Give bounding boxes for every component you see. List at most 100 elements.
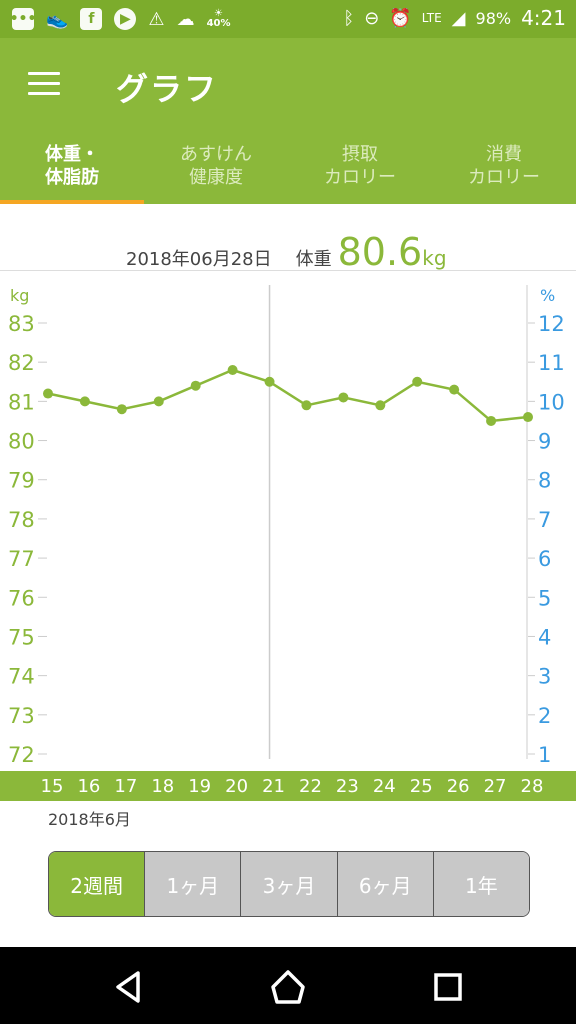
y-tick-label: 75	[8, 625, 35, 649]
weather-icon: ☁	[176, 8, 195, 30]
x-tick-label: 25	[410, 776, 433, 797]
warning-icon: ⚠	[148, 8, 165, 30]
tab-calorie-burn[interactable]: 消費 カロリー	[468, 144, 540, 188]
period-2weeks-button[interactable]: 2週間	[49, 852, 145, 916]
shoe-icon: 👟	[46, 8, 69, 30]
x-tick-label: 24	[373, 776, 396, 797]
y-tick-label: 72	[8, 743, 35, 767]
y2-tick-label: 9	[538, 430, 551, 454]
weight-data-point	[79, 396, 90, 407]
facebook-icon: f	[80, 8, 103, 30]
weight-data-point	[227, 365, 238, 376]
status-bar: ••• 👟 f ▶ ⚠ ☁ ☀ 40% ᛒ ⊖ ⏰ LTE ◢ 98% 4:21	[0, 0, 576, 38]
x-axis-labels: 15 16 17 18 19 20 21 22 23 24 25 26 27 28	[41, 776, 544, 797]
y2-tick-label: 10	[538, 390, 565, 414]
weight-data-point	[486, 415, 497, 426]
weight-data-point	[449, 384, 460, 395]
y-tick-label: 80	[8, 430, 35, 454]
weight-data-point	[153, 396, 164, 407]
x-tick-label: 23	[336, 776, 359, 797]
alarm-icon: ⏰	[389, 7, 412, 29]
x-tick-label: 22	[299, 776, 322, 797]
weight-data-point	[301, 400, 312, 411]
app-bar: グラフ	[0, 38, 576, 128]
weight-data-point	[338, 392, 349, 403]
play-icon: ▶	[114, 8, 137, 30]
x-tick-label: 26	[447, 776, 470, 797]
weight-data-point	[43, 388, 53, 399]
system-nav-bar	[0, 947, 576, 1024]
x-tick-label: 16	[77, 776, 100, 797]
weather-percent-icon: ☀ 40%	[206, 8, 231, 29]
y-tick-label: 77	[8, 547, 35, 571]
weight-data-point	[375, 400, 386, 411]
x-tick-label: 20	[225, 776, 248, 797]
summary-label: 体重	[295, 249, 332, 270]
y2-tick-label: 1	[538, 743, 551, 767]
weight-data-point	[523, 412, 533, 423]
weight-data-point	[412, 376, 423, 387]
home-icon[interactable]	[270, 969, 306, 1005]
battery-text: 98%	[475, 8, 512, 28]
x-tick-label: 21	[262, 776, 285, 797]
system-icons: ᛒ ⊖ ⏰ LTE ◢ 98% 4:21	[343, 6, 566, 30]
y-tick-label: 78	[8, 508, 35, 532]
recents-icon[interactable]	[430, 969, 466, 1005]
signal-icon: ◢	[451, 7, 466, 29]
status-time: 4:21	[521, 6, 566, 30]
weight-data-point	[190, 380, 201, 391]
x-tick-label: 17	[114, 776, 137, 797]
x-month-label: 2018年6月	[48, 810, 131, 829]
y-tick-label: 74	[8, 665, 35, 689]
y2-axis-unit-label: %	[540, 286, 555, 305]
x-axis-bar: 15 16 17 18 19 20 21 22 23 24 25 26 27 28	[0, 771, 576, 801]
bluetooth-icon: ᛒ	[343, 7, 355, 29]
weight-chart-svg[interactable]: kg %7273747576777879808182831234567891011…	[0, 271, 576, 771]
y-tick-label: 83	[8, 312, 35, 336]
tab-weight-body-fat[interactable]: 体重・ 体脂肪	[0, 128, 144, 204]
y2-tick-label: 2	[538, 704, 551, 728]
y2-tick-label: 6	[538, 547, 551, 571]
x-tick-label: 28	[521, 776, 544, 797]
dnd-icon: ⊖	[364, 7, 380, 29]
tab-bar: 体重・ 体脂肪 あすけん 健康度 摂取 カロリー 消費 カロリー	[0, 128, 576, 204]
x-tick-label: 27	[484, 776, 507, 797]
x-tick-label: 15	[41, 776, 64, 797]
summary-date: 2018年06月28日	[126, 249, 272, 270]
y2-tick-label: 11	[538, 351, 565, 375]
message-icon: •••	[10, 8, 36, 30]
y2-tick-label: 5	[538, 586, 551, 610]
x-tick-label: 18	[151, 776, 174, 797]
weight-data-point	[116, 404, 127, 415]
y2-tick-label: 12	[538, 312, 565, 336]
y-tick-label: 76	[8, 586, 35, 610]
page-title: グラフ	[116, 70, 219, 108]
y2-tick-label: 7	[538, 508, 551, 532]
back-icon[interactable]	[110, 969, 146, 1005]
y2-tick-label: 4	[538, 625, 551, 649]
weight-series-line	[47, 368, 529, 423]
y2-tick-label: 8	[538, 469, 551, 493]
network-type: LTE	[421, 11, 442, 25]
period-6months-button[interactable]: 6ヶ月	[336, 852, 433, 916]
y-tick-label: 79	[8, 469, 35, 493]
weight-chart[interactable]: kg% 72 73 74 75 76 77 78 79 80 81 82 83 1 2 3 4 5 6 7 8 9 10 11…	[0, 271, 576, 771]
y-tick-label: 81	[8, 390, 35, 414]
hamburger-menu-icon[interactable]	[28, 72, 60, 96]
y2-tick-label: 3	[538, 665, 551, 689]
y-axis-unit-label: kg	[10, 286, 29, 305]
period-1year-button[interactable]: 1年	[432, 852, 529, 916]
y-tick-label: 73	[8, 704, 35, 728]
y-tick-label: 82	[8, 351, 35, 375]
summary-value: 80.6	[337, 230, 423, 274]
tab-asken-health[interactable]: あすけん 健康度	[180, 144, 252, 188]
notification-icons: ••• 👟 f ▶ ⚠ ☁ ☀ 40%	[10, 8, 231, 30]
period-1month-button[interactable]: 1ヶ月	[144, 852, 241, 916]
weight-data-point	[264, 376, 275, 387]
x-tick-label: 19	[188, 776, 211, 797]
tab-calorie-intake[interactable]: 摂取 カロリー	[324, 144, 396, 188]
weight-summary: 2018年06月28日 体重 80.6 kg	[0, 206, 576, 274]
period-3months-button[interactable]: 3ヶ月	[240, 852, 337, 916]
summary-unit: kg	[422, 246, 447, 270]
period-selector: 2週間 1ヶ月 3ヶ月 6ヶ月 1年	[48, 851, 530, 917]
